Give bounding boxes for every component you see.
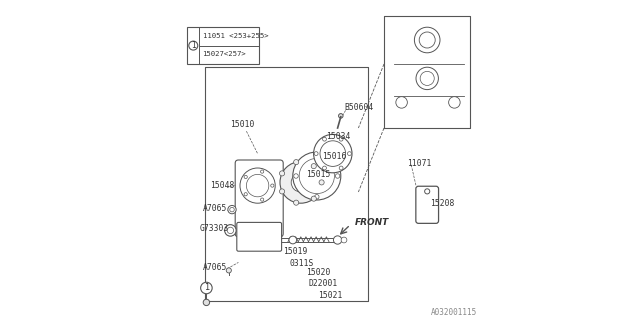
Circle shape — [230, 207, 234, 212]
Circle shape — [314, 153, 319, 157]
Circle shape — [293, 152, 341, 200]
Circle shape — [416, 67, 438, 90]
Text: 1: 1 — [191, 41, 196, 50]
Circle shape — [260, 170, 264, 173]
Text: 15021: 15021 — [319, 292, 343, 300]
Text: 11051 <253+255>: 11051 <253+255> — [202, 33, 268, 39]
Circle shape — [449, 97, 460, 108]
Circle shape — [320, 141, 346, 166]
Text: 15048: 15048 — [210, 181, 234, 190]
Text: 15020: 15020 — [306, 268, 330, 277]
Circle shape — [319, 180, 324, 185]
Circle shape — [246, 174, 269, 197]
Circle shape — [420, 71, 435, 85]
Circle shape — [415, 27, 440, 53]
Text: A032001115: A032001115 — [431, 308, 477, 317]
Circle shape — [396, 97, 408, 108]
Text: G73303: G73303 — [200, 224, 229, 233]
Circle shape — [280, 162, 322, 203]
FancyBboxPatch shape — [237, 222, 282, 251]
Circle shape — [339, 114, 343, 118]
Circle shape — [204, 299, 210, 306]
Circle shape — [323, 137, 326, 141]
Circle shape — [244, 175, 247, 179]
Circle shape — [260, 198, 264, 201]
FancyBboxPatch shape — [187, 27, 259, 64]
Circle shape — [311, 196, 316, 201]
Circle shape — [314, 152, 318, 156]
Circle shape — [294, 200, 299, 205]
Text: B50604: B50604 — [344, 103, 373, 112]
Circle shape — [201, 282, 212, 294]
Circle shape — [333, 236, 342, 244]
Circle shape — [291, 173, 310, 192]
Text: 0311S: 0311S — [290, 260, 314, 268]
Polygon shape — [384, 16, 470, 128]
Circle shape — [300, 158, 335, 194]
Circle shape — [228, 205, 236, 214]
Circle shape — [339, 166, 343, 170]
Circle shape — [289, 236, 296, 244]
FancyBboxPatch shape — [416, 186, 438, 223]
Circle shape — [280, 171, 285, 176]
FancyBboxPatch shape — [236, 160, 283, 237]
Circle shape — [189, 41, 198, 50]
Circle shape — [227, 227, 234, 234]
Circle shape — [339, 137, 343, 141]
Circle shape — [419, 32, 435, 48]
Text: 15027<257>: 15027<257> — [202, 52, 246, 57]
Circle shape — [244, 193, 247, 196]
Text: 15208: 15208 — [430, 199, 455, 208]
Circle shape — [425, 189, 430, 194]
Text: 15034: 15034 — [326, 132, 351, 140]
Circle shape — [311, 164, 316, 169]
Circle shape — [294, 160, 299, 165]
Circle shape — [240, 168, 275, 203]
Text: 11071: 11071 — [408, 159, 432, 168]
Circle shape — [280, 189, 285, 194]
Circle shape — [314, 134, 352, 173]
Text: 15010: 15010 — [230, 120, 255, 129]
Circle shape — [348, 152, 351, 156]
Circle shape — [271, 184, 274, 187]
Text: A7065: A7065 — [204, 263, 228, 272]
Text: D22001: D22001 — [309, 279, 338, 288]
Circle shape — [335, 174, 340, 178]
Text: FRONT: FRONT — [355, 218, 390, 227]
Text: 15016: 15016 — [322, 152, 346, 161]
Text: A7065: A7065 — [204, 204, 228, 212]
Circle shape — [227, 268, 232, 273]
Text: 15019: 15019 — [283, 247, 308, 256]
Circle shape — [294, 174, 298, 178]
Circle shape — [314, 195, 319, 199]
Text: 15015: 15015 — [306, 170, 330, 179]
Text: 1: 1 — [204, 284, 209, 292]
Circle shape — [323, 166, 326, 170]
Circle shape — [225, 225, 236, 236]
Circle shape — [341, 237, 347, 243]
